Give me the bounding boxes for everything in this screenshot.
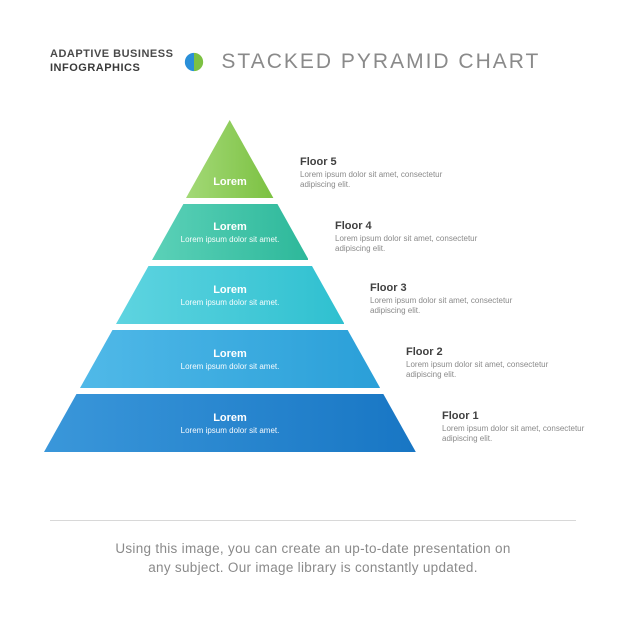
brand-line1: ADAPTIVE BUSINESS <box>50 48 173 62</box>
pyramid-layer-subtext: Lorem ipsum dolor sit amet. <box>116 298 344 307</box>
brand-block: ADAPTIVE BUSINESS INFOGRAPHICS <box>50 48 173 76</box>
footer-line1: Using this image, you can create an up-t… <box>115 541 510 556</box>
footer-caption: Using this image, you can create an up-t… <box>50 520 576 578</box>
pyramid-layer-1: Lorem Lorem ipsum dolor sit amet. <box>44 394 416 452</box>
annotation-floor-5: Floor 5 Lorem ipsum dolor sit amet, conse… <box>300 156 460 191</box>
annotation-title: Floor 2 <box>406 346 566 358</box>
annotation-subtext: Lorem ipsum dolor sit amet, consectetur … <box>335 234 495 255</box>
pyramid-layer-content: Lorem Lorem ipsum dolor sit amet. <box>116 284 344 307</box>
annotation-floor-1: Floor 1 Lorem ipsum dolor sit amet, conse… <box>442 410 602 445</box>
pyramid-layer-label: Lorem <box>116 284 344 296</box>
annotation-subtext: Lorem ipsum dolor sit amet, consectetur … <box>406 360 566 381</box>
pyramid-layer-subtext: Lorem ipsum dolor sit amet. <box>152 235 309 244</box>
annotation-floor-2: Floor 2 Lorem ipsum dolor sit amet, conse… <box>406 346 566 381</box>
annotation-title: Floor 1 <box>442 410 602 422</box>
pyramid-layer-label: Lorem <box>44 412 416 424</box>
pyramid-layer-label: Lorem <box>186 176 273 188</box>
pyramid-layer-content: Lorem Lorem ipsum dolor sit amet. <box>44 412 416 435</box>
pyramid-layer-label: Lorem <box>152 221 309 233</box>
brand-line2: INFOGRAPHICS <box>50 62 173 76</box>
annotation-floor-4: Floor 4 Lorem ipsum dolor sit amet, conse… <box>335 220 495 255</box>
header: ADAPTIVE BUSINESS INFOGRAPHICS STACKED P… <box>50 48 576 76</box>
pyramid-layer-4: Lorem Lorem ipsum dolor sit amet. <box>152 204 309 260</box>
pyramid-layer-content: Lorem <box>186 176 273 188</box>
pyramid-layer-subtext: Lorem ipsum dolor sit amet. <box>44 426 416 435</box>
logo-icon <box>183 51 205 73</box>
annotation-subtext: Lorem ipsum dolor sit amet, consectetur … <box>442 424 602 445</box>
annotation-subtext: Lorem ipsum dolor sit amet, consectetur … <box>370 296 530 317</box>
annotation-title: Floor 3 <box>370 282 530 294</box>
annotation-floor-3: Floor 3 Lorem ipsum dolor sit amet, conse… <box>370 282 530 317</box>
annotation-title: Floor 5 <box>300 156 460 168</box>
pyramid-layer-subtext: Lorem ipsum dolor sit amet. <box>80 362 380 371</box>
pyramid-layer-3: Lorem Lorem ipsum dolor sit amet. <box>116 266 344 324</box>
page-title: STACKED PYRAMID CHART <box>221 50 540 74</box>
pyramid-layer-2: Lorem Lorem ipsum dolor sit amet. <box>80 330 380 388</box>
pyramid-chart: Lorem Floor 5 Lorem ipsum dolor sit amet, … <box>0 120 626 480</box>
pyramid-layer-content: Lorem Lorem ipsum dolor sit amet. <box>80 348 380 371</box>
footer-line2: any subject. Our image library is consta… <box>148 560 478 575</box>
annotation-title: Floor 4 <box>335 220 495 232</box>
pyramid-layer-content: Lorem Lorem ipsum dolor sit amet. <box>152 221 309 244</box>
annotation-subtext: Lorem ipsum dolor sit amet, consectetur … <box>300 170 460 191</box>
pyramid-layer-label: Lorem <box>80 348 380 360</box>
pyramid-layer-5: Lorem <box>186 120 273 198</box>
